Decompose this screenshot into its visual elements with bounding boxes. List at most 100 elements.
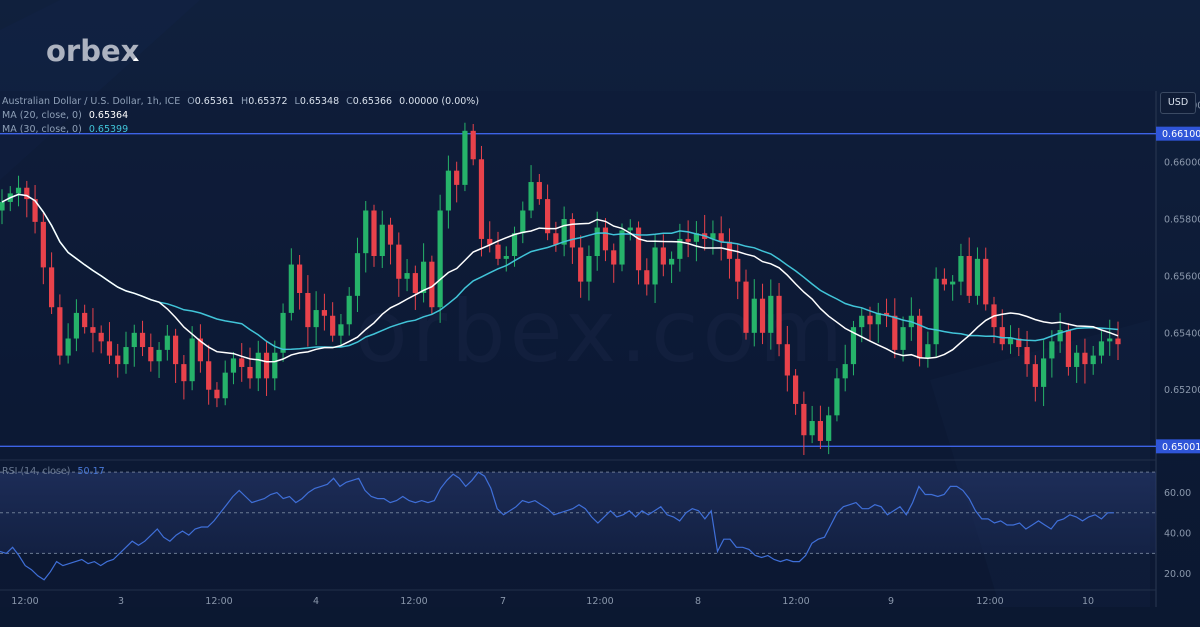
candle-body[interactable] xyxy=(561,219,567,245)
candle-body[interactable] xyxy=(1041,358,1047,387)
candle-body[interactable] xyxy=(305,292,311,328)
candle-body[interactable] xyxy=(156,349,162,362)
candle-body[interactable] xyxy=(139,332,146,348)
candle-body[interactable] xyxy=(1049,341,1055,359)
candle-body[interactable] xyxy=(297,264,303,293)
candle-body[interactable] xyxy=(82,312,88,328)
candle-body[interactable] xyxy=(826,415,832,441)
candle-body[interactable] xyxy=(1024,347,1030,365)
candle-body[interactable] xyxy=(222,372,228,399)
rsi-line[interactable] xyxy=(0,471,1114,581)
candle-body[interactable] xyxy=(189,338,195,382)
candle-body[interactable] xyxy=(545,199,551,234)
candle-body[interactable] xyxy=(371,210,377,257)
candle-body[interactable] xyxy=(900,327,906,350)
candle-body[interactable] xyxy=(404,273,410,279)
candle-body[interactable] xyxy=(131,332,137,348)
candle-body[interactable] xyxy=(354,253,361,296)
candle-body[interactable] xyxy=(387,224,394,245)
candle-body[interactable] xyxy=(759,298,766,333)
candle-body[interactable] xyxy=(520,210,526,234)
candle-body[interactable] xyxy=(983,258,989,305)
candle-body[interactable] xyxy=(735,258,741,282)
candle-body[interactable] xyxy=(644,270,650,285)
candle-body[interactable] xyxy=(1098,341,1105,356)
candle-body[interactable] xyxy=(421,261,427,293)
candle-body[interactable] xyxy=(272,352,278,379)
ma20-line[interactable] xyxy=(1,193,1119,363)
candle-body[interactable] xyxy=(478,159,485,239)
candle-body[interactable] xyxy=(652,247,658,285)
candle-body[interactable] xyxy=(330,315,336,336)
candle-body[interactable] xyxy=(850,327,857,365)
candle-body[interactable] xyxy=(693,233,699,242)
candle-body[interactable] xyxy=(817,421,823,441)
candle-body[interactable] xyxy=(859,315,865,328)
candle-body[interactable] xyxy=(445,170,451,211)
candle-body[interactable] xyxy=(239,358,245,367)
candle-body[interactable] xyxy=(999,327,1005,345)
candle-body[interactable] xyxy=(321,310,327,316)
candle-body[interactable] xyxy=(503,256,509,259)
candle-body[interactable] xyxy=(627,227,633,231)
candle-body[interactable] xyxy=(288,264,294,313)
candle-body[interactable] xyxy=(578,247,584,282)
candle-body[interactable] xyxy=(495,244,501,259)
candle-body[interactable] xyxy=(148,347,154,362)
candle-body[interactable] xyxy=(429,261,435,308)
candle-body[interactable] xyxy=(470,130,476,160)
candle-body[interactable] xyxy=(363,210,369,254)
candle-body[interactable] xyxy=(536,182,542,200)
candle-body[interactable] xyxy=(115,355,121,365)
candle-body[interactable] xyxy=(396,244,402,279)
candle-body[interactable] xyxy=(958,256,964,282)
candle-body[interactable] xyxy=(40,221,46,268)
candle-body[interactable] xyxy=(602,227,609,251)
candle-body[interactable] xyxy=(784,344,790,376)
candle-body[interactable] xyxy=(875,312,881,325)
candle-body[interactable] xyxy=(437,210,443,308)
candle-body[interactable] xyxy=(24,187,30,200)
candle-body[interactable] xyxy=(65,338,71,356)
candle-body[interactable] xyxy=(32,199,38,222)
candle-body[interactable] xyxy=(173,335,179,365)
candle-body[interactable] xyxy=(892,315,898,350)
candle-body[interactable] xyxy=(776,295,782,345)
candle-body[interactable] xyxy=(685,238,691,242)
candle-body[interactable] xyxy=(1074,352,1080,367)
candle-body[interactable] xyxy=(1007,338,1014,345)
candle-body[interactable] xyxy=(635,227,642,271)
candle-body[interactable] xyxy=(974,258,981,296)
candle-body[interactable] xyxy=(462,130,468,185)
candle-body[interactable] xyxy=(768,295,774,333)
candle-body[interactable] xyxy=(57,307,63,356)
candle-body[interactable] xyxy=(594,227,600,257)
candle-body[interactable] xyxy=(181,364,187,382)
candle-body[interactable] xyxy=(569,219,575,248)
candle-body[interactable] xyxy=(1115,338,1121,345)
candle-body[interactable] xyxy=(751,298,757,333)
candle-body[interactable] xyxy=(669,258,675,265)
candle-body[interactable] xyxy=(255,352,261,379)
candle-body[interactable] xyxy=(941,278,947,285)
candle-body[interactable] xyxy=(933,278,939,345)
candle-body[interactable] xyxy=(1107,338,1113,342)
candle-body[interactable] xyxy=(214,389,220,399)
candle-body[interactable] xyxy=(867,315,873,325)
candle-body[interactable] xyxy=(1082,352,1088,365)
candle-body[interactable] xyxy=(553,233,559,245)
candle-body[interactable] xyxy=(90,327,96,333)
candle-body[interactable] xyxy=(313,310,319,328)
candle-body[interactable] xyxy=(263,352,270,379)
candle-body[interactable] xyxy=(710,233,716,239)
candle-body[interactable] xyxy=(164,335,170,350)
candle-body[interactable] xyxy=(230,358,237,373)
candle-body[interactable] xyxy=(1090,355,1096,365)
candle-body[interactable] xyxy=(1057,329,1063,342)
candle-body[interactable] xyxy=(834,378,840,416)
candle-body[interactable] xyxy=(0,201,5,211)
ma30-line[interactable] xyxy=(1,193,1119,351)
candle-body[interactable] xyxy=(743,281,749,333)
candle-body[interactable] xyxy=(611,250,617,265)
candle-body[interactable] xyxy=(586,256,592,282)
